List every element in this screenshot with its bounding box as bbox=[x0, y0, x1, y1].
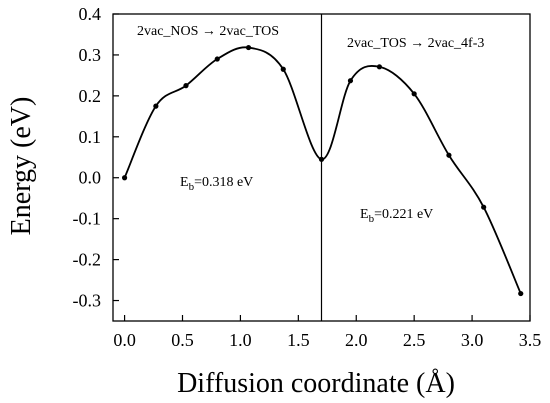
x-axis-title: Diffusion coordinate (Å) bbox=[177, 368, 455, 399]
right-barrier-value: =0.221 eV bbox=[374, 207, 433, 222]
y-tick-label: -0.3 bbox=[73, 291, 102, 311]
y-tick-label: 0.2 bbox=[79, 86, 102, 106]
y-tick-label: 0.3 bbox=[79, 45, 102, 65]
axes bbox=[112, 13, 531, 322]
x-tick-label: 1.0 bbox=[229, 330, 252, 350]
y-tick-label: -0.2 bbox=[73, 250, 102, 270]
data-point bbox=[121, 175, 128, 181]
x-tick-label: 1.5 bbox=[287, 330, 310, 350]
y-tick-label: -0.1 bbox=[73, 209, 102, 229]
plot-area bbox=[121, 44, 524, 297]
x-tick-label: 3.0 bbox=[461, 330, 484, 350]
y-tick-label: 0.1 bbox=[79, 127, 102, 147]
data-point bbox=[153, 103, 159, 109]
right-path-label: 2vac_TOS → 2vac_4f-3 bbox=[347, 36, 484, 51]
data-point bbox=[214, 56, 220, 62]
data-point bbox=[518, 290, 524, 297]
data-point bbox=[376, 64, 383, 70]
y-tick-label: 0.0 bbox=[79, 168, 102, 188]
ticks: 0.0 0.5 1.0 1.5 2.0 2.5 3.0 3.50.40.30.20.10.0-… bbox=[73, 4, 542, 350]
data-point bbox=[481, 204, 487, 210]
data-point bbox=[347, 78, 354, 84]
data-point bbox=[446, 152, 452, 158]
right-barrier-subscript: b bbox=[369, 213, 375, 225]
y-axis-title: Energy (eV) bbox=[6, 97, 37, 236]
left-barrier-symbol: E bbox=[180, 175, 189, 190]
x-tick-label: 2.0 bbox=[345, 330, 368, 350]
x-tick-label: 3.5 bbox=[519, 330, 542, 350]
left-barrier-value: =0.318 eV bbox=[194, 175, 253, 190]
data-point bbox=[280, 66, 286, 72]
x-tick-label: 2.5 bbox=[403, 330, 426, 350]
data-point bbox=[183, 83, 189, 89]
left-barrier-subscript: b bbox=[189, 181, 195, 193]
right-barrier-label: Eb=0.221 eV bbox=[360, 207, 433, 225]
left-barrier-label: Eb=0.318 eV bbox=[180, 175, 253, 193]
x-tick-label: 0.0 bbox=[113, 330, 136, 350]
data-point bbox=[318, 156, 325, 162]
right-barrier-symbol: E bbox=[360, 207, 369, 222]
data-point bbox=[245, 44, 252, 51]
y-tick-label: 0.4 bbox=[79, 4, 102, 24]
data-point bbox=[411, 91, 417, 97]
x-tick-label: 0.5 bbox=[171, 330, 194, 350]
left-path-label: 2vac_NOS → 2vac_TOS bbox=[137, 24, 279, 39]
